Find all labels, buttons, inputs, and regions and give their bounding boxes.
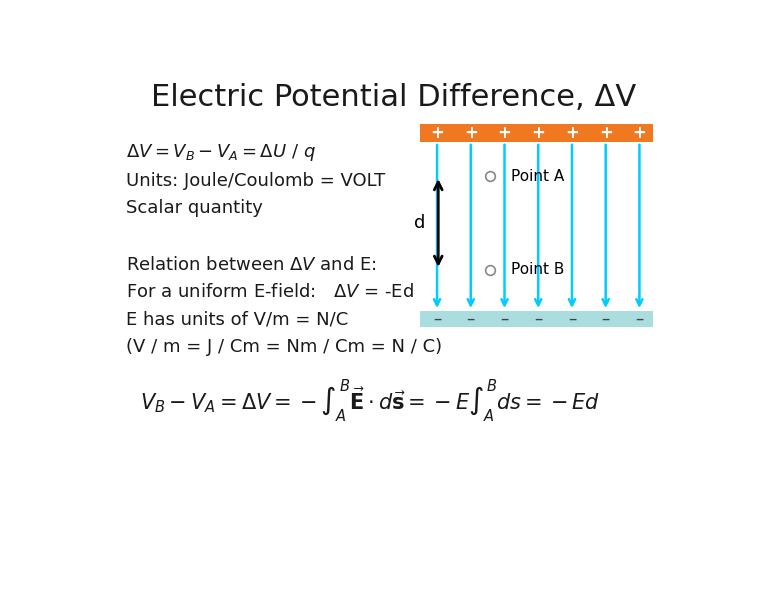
Text: –: – (433, 310, 442, 328)
Text: $\Delta V = V_B - V_A = \Delta U\ /\ q$: $\Delta V = V_B - V_A = \Delta U\ /\ q$ (126, 142, 316, 163)
Bar (420, 124, 653, 142)
Text: +: + (565, 124, 579, 142)
Text: +: + (430, 124, 444, 142)
Text: (V / m = J / Cm = Nm / Cm = N / C): (V / m = J / Cm = Nm / Cm = N / C) (126, 338, 442, 356)
Text: $V_B - V_A = \Delta V = -\int_A^B \vec{\mathbf{E}}\cdot d\vec{\mathbf{s}} = -E\i: $V_B - V_A = \Delta V = -\int_A^B \vec{\… (140, 377, 600, 424)
Text: d: d (414, 214, 425, 232)
Bar (420, 311, 653, 327)
Text: –: – (534, 310, 542, 328)
Text: +: + (599, 124, 613, 142)
Text: Scalar quantity: Scalar quantity (126, 199, 263, 217)
Text: Units: Joule/Coulomb = VOLT: Units: Joule/Coulomb = VOLT (126, 171, 385, 190)
Text: –: – (635, 310, 644, 328)
Text: +: + (633, 124, 647, 142)
Text: +: + (498, 124, 511, 142)
Text: E has units of V/m = N/C: E has units of V/m = N/C (126, 311, 348, 329)
Text: –: – (601, 310, 610, 328)
Text: Point B: Point B (511, 262, 564, 278)
Text: +: + (531, 124, 545, 142)
Text: For a uniform E-field:   $\Delta V$ = -Ed: For a uniform E-field: $\Delta V$ = -Ed (126, 283, 413, 301)
Text: Point A: Point A (511, 168, 564, 184)
Text: –: – (500, 310, 508, 328)
Text: Electric Potential Difference, ΔV: Electric Potential Difference, ΔV (151, 82, 636, 111)
Text: +: + (464, 124, 478, 142)
Text: –: – (467, 310, 475, 328)
Text: –: – (568, 310, 576, 328)
Text: Relation between $\Delta V$ and E:: Relation between $\Delta V$ and E: (126, 256, 376, 274)
